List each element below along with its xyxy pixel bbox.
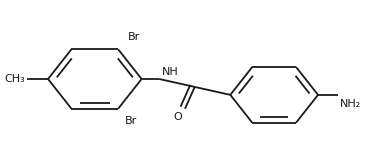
Text: CH₃: CH₃ [4, 74, 25, 84]
Text: Br: Br [125, 116, 137, 126]
Text: O: O [173, 112, 182, 122]
Text: NH: NH [162, 67, 179, 77]
Text: Br: Br [128, 32, 140, 42]
Text: NH₂: NH₂ [340, 99, 361, 109]
